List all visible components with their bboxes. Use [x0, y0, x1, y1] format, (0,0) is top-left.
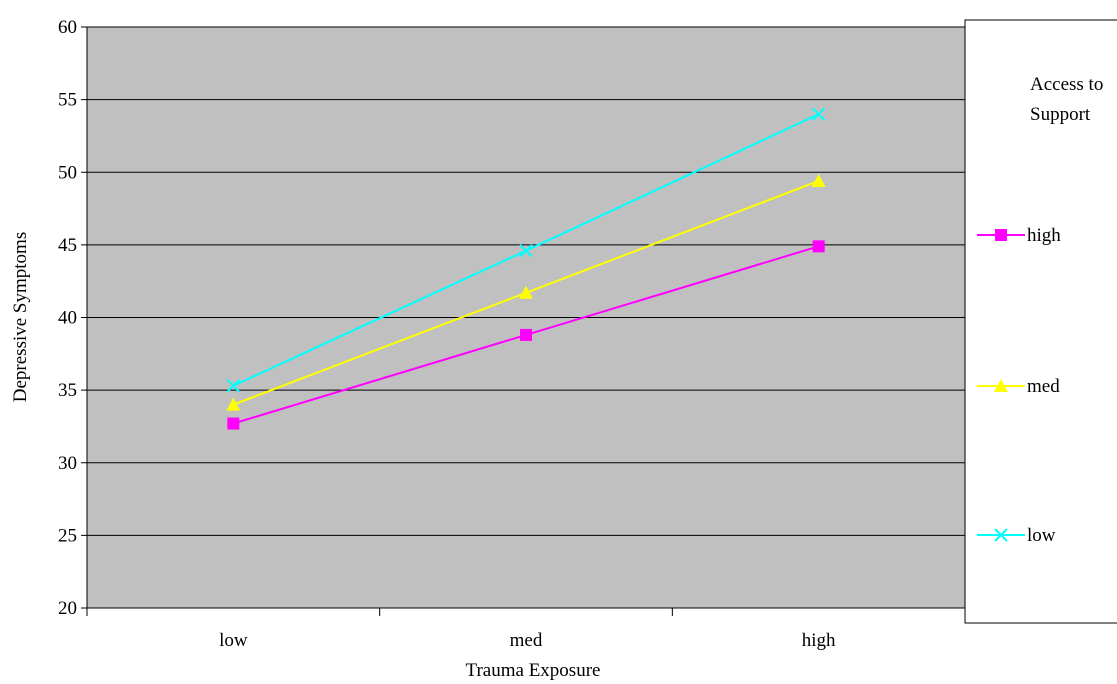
- axes: 20 25 30 35 40 45 50 55 60 low med high: [58, 17, 966, 651]
- data-point-high-low: [227, 417, 240, 430]
- series-low: [226, 107, 826, 393]
- legend-label-high: high: [1027, 225, 1061, 246]
- series-high: [227, 240, 825, 430]
- legend-label-low: low: [1027, 525, 1056, 546]
- x-axis-title: Trauma Exposure: [466, 660, 601, 681]
- x-tick-label: high: [802, 630, 836, 651]
- legend-entry-low: low: [977, 525, 1056, 546]
- y-tick-label: 40: [58, 308, 77, 329]
- data-point-low-med: [519, 243, 533, 258]
- y-tick-label: 45: [58, 235, 77, 256]
- legend-label-med: med: [1027, 376, 1060, 397]
- data-point-med-med: [519, 285, 533, 299]
- y-axis-title: Depressive Symptoms: [10, 232, 31, 402]
- legend-title-line-1: Access to: [1030, 74, 1103, 95]
- data-point-high-med: [520, 328, 532, 341]
- data-point-low-low: [226, 379, 241, 393]
- legend: Access to Support high med low: [964, 19, 1117, 624]
- legend-marker-med: [994, 379, 1008, 392]
- y-tick-label: 50: [58, 162, 77, 183]
- legend-box: [964, 19, 1117, 624]
- x-tick-label: low: [219, 630, 248, 651]
- data-point-high-high: [812, 240, 825, 253]
- legend-entry-med: med: [977, 376, 1060, 397]
- legend-marker-high: [995, 229, 1007, 241]
- y-tick-label: 35: [58, 380, 77, 401]
- legend-title-line-2: Support: [1030, 104, 1091, 125]
- y-tick-label: 30: [58, 453, 77, 474]
- legend-entry-high: high: [977, 225, 1061, 246]
- y-tick-label: 25: [58, 525, 77, 546]
- y-tick-label: 60: [58, 17, 77, 38]
- series-layer: [226, 107, 826, 430]
- legend-entries: high med low: [977, 225, 1061, 546]
- y-tick-label: 20: [58, 598, 77, 619]
- gridlines: [87, 26, 965, 536]
- y-tick-label: 55: [58, 90, 77, 111]
- data-point-low-high: [811, 107, 826, 121]
- data-point-med-low: [226, 397, 241, 411]
- series-med: [226, 173, 826, 411]
- data-point-med-high: [811, 173, 826, 187]
- x-tick-label: med: [510, 630, 543, 651]
- legend-marker-low: [994, 528, 1008, 542]
